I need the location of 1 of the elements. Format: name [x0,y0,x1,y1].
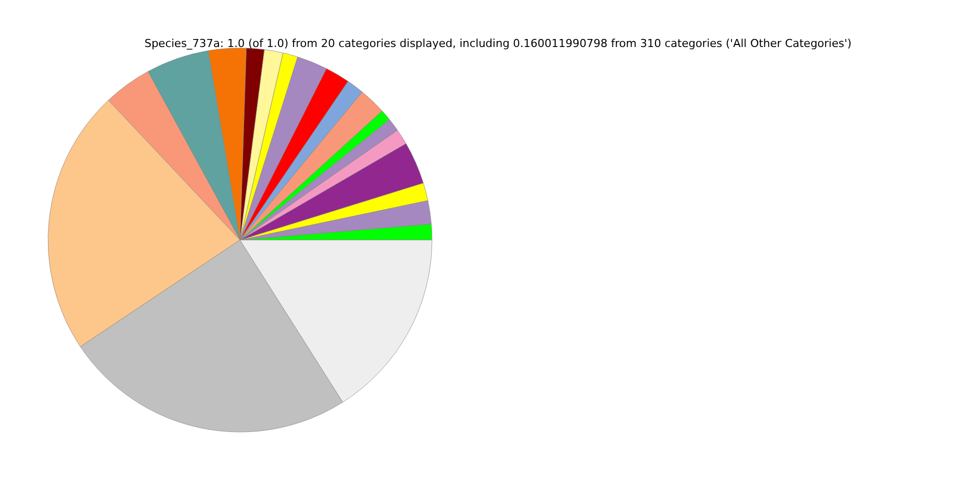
text: Species_737a: 1.0 (of 1.0) from 20 categories displayed, including 0.160011990798 from 310 categories ('All Other Categories') [144,37,852,50]
